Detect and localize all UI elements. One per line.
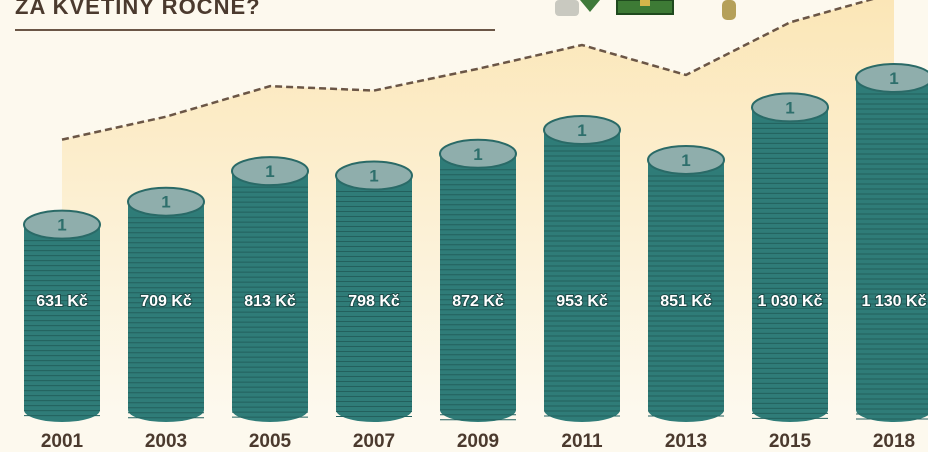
coin-face: 1	[889, 69, 898, 88]
value-label: 798 Kč	[348, 293, 400, 310]
coin-face: 1	[577, 121, 586, 140]
x-tick-label: 2011	[561, 431, 603, 452]
value-label: 872 Kč	[452, 293, 504, 310]
coin-stack: 1	[127, 186, 205, 422]
coin-top	[127, 186, 205, 217]
value-label: 1 130 Kč	[862, 293, 927, 310]
decor-icons	[555, 0, 736, 20]
value-label: 813 Kč	[244, 293, 296, 310]
coin-face: 1	[473, 145, 482, 164]
coin-top	[439, 138, 517, 169]
x-tick-label: 2018	[873, 431, 915, 452]
x-tick-label: 2009	[457, 431, 499, 452]
stack-body	[856, 78, 928, 422]
coin-stack: 1	[23, 209, 101, 422]
stack-body	[440, 153, 516, 423]
coin-face: 1	[369, 167, 378, 186]
x-tick-label: 2005	[249, 431, 292, 452]
coin-face: 1	[785, 98, 794, 117]
stack-body	[752, 107, 828, 423]
coin-top	[335, 160, 413, 191]
coin-top	[647, 144, 725, 175]
stack-body	[336, 175, 412, 422]
coin-face: 1	[57, 216, 66, 235]
x-tick-label: 2003	[145, 431, 187, 452]
coin-stack: 1	[543, 115, 621, 422]
coin-stack: 1	[335, 160, 413, 422]
stack-body	[24, 224, 100, 422]
coin-face: 1	[161, 193, 170, 212]
coin-top	[751, 92, 829, 123]
x-tick-label: 2001	[41, 431, 84, 452]
value-label: 953 Kč	[556, 293, 608, 310]
coin-face: 1	[265, 162, 274, 181]
x-tick-label: 2015	[769, 431, 812, 452]
value-label: 631 Kč	[36, 293, 88, 310]
coin-stack: 1	[751, 92, 829, 423]
chart-title: ZA KVĚTINY ROČNĚ?	[15, 0, 261, 19]
x-tick-label: 2013	[665, 431, 707, 452]
coin-top	[543, 115, 621, 146]
stack-body	[128, 201, 204, 422]
trend-line	[61, 0, 874, 141]
value-label: 709 Kč	[140, 293, 192, 310]
value-label: 851 Kč	[660, 293, 712, 310]
coin-top	[855, 63, 928, 93]
value-label: 1 030 Kč	[758, 293, 823, 310]
coin-face: 1	[681, 151, 690, 170]
stack-body	[232, 171, 308, 422]
coin-top	[231, 156, 309, 187]
coin-stack: 1	[439, 138, 517, 423]
coin-stack: 1	[647, 144, 725, 422]
coin-stack: 1	[231, 156, 309, 422]
coin-top	[23, 209, 101, 240]
x-tick-label: 2007	[353, 431, 395, 452]
coin-stack: 1	[855, 63, 928, 422]
